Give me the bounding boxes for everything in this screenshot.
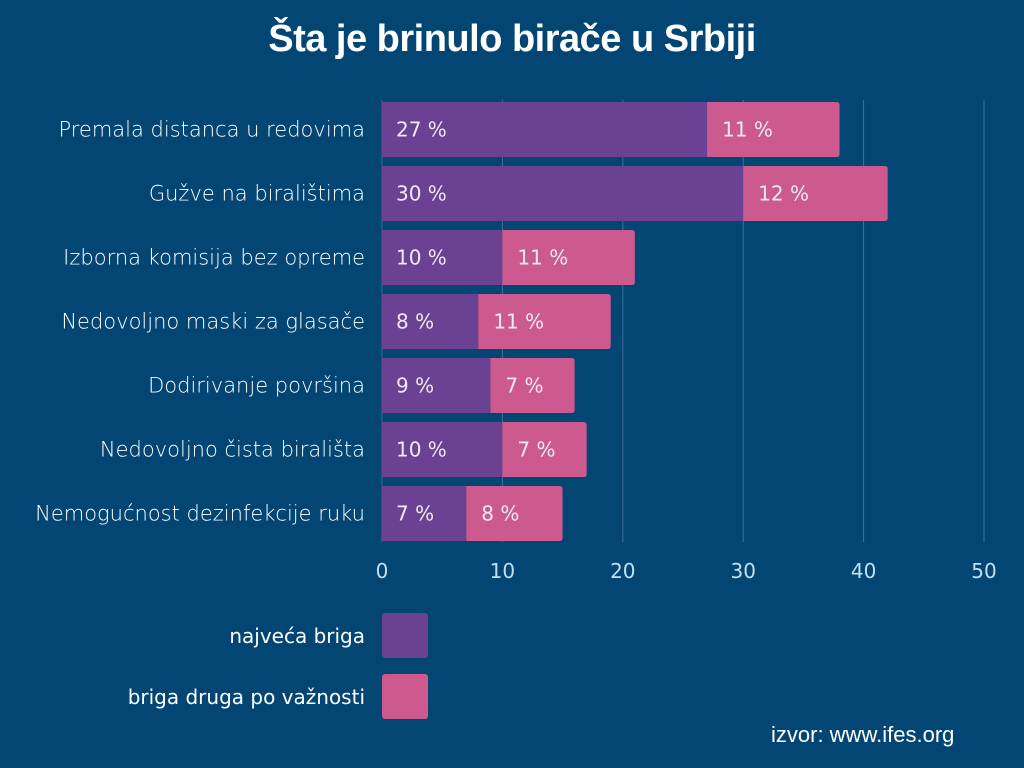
data-label: 12 % [758,182,809,206]
data-label: 8 % [481,502,519,526]
legend-swatch [382,613,428,658]
x-tick-label: 20 [610,559,635,583]
bar-segment [382,422,503,477]
bar-segment [382,294,479,349]
bar-segment [382,102,708,157]
category-label: Izborna komisija bez opreme [63,246,365,270]
category-label: Nedovoljno čista birališta [100,438,365,462]
data-label: 7 % [517,438,555,462]
category-label: Premala distanca u redovima [58,118,365,142]
chart-title: Šta je brinulo birače u Srbiji [268,18,756,60]
data-label: 27 % [396,118,447,142]
data-label: 7 % [396,502,434,526]
x-tick-label: 10 [490,559,515,583]
bar-segment [382,166,744,221]
category-label: Nemogućnost dezinfekcije ruku [35,502,365,526]
category-label: Nedovoljno maski za glasače [61,310,365,334]
bar-segment [502,230,635,285]
bar-segment [382,230,503,285]
bar-segment [466,486,563,541]
data-label: 8 % [396,310,434,334]
source-note: izvor: www.ifes.org [771,722,955,747]
legend-label: najveća briga [229,624,365,648]
bar-segment [382,486,467,541]
bar-segment [707,102,840,157]
x-tick-label: 0 [376,559,389,583]
data-label: 11 % [493,310,544,334]
bar-segment [743,166,888,221]
bar-segment [502,422,587,477]
x-tick-label: 30 [730,559,755,583]
data-label: 10 % [396,438,447,462]
x-tick-label: 50 [971,559,996,583]
data-label: 9 % [396,374,434,398]
category-label: Gužve na biralištima [149,182,365,206]
data-label: 30 % [396,182,447,206]
legend-label: briga druga po važnosti [128,685,365,709]
x-tick-label: 40 [851,559,876,583]
data-label: 10 % [396,246,447,270]
bar-segment [490,358,575,413]
bar-segment [382,358,491,413]
legend-swatch [382,674,428,719]
bar-segment [478,294,611,349]
category-label: Dodirivanje površina [148,374,365,398]
data-label: 7 % [505,374,543,398]
data-label: 11 % [722,118,773,142]
data-label: 11 % [517,246,568,270]
